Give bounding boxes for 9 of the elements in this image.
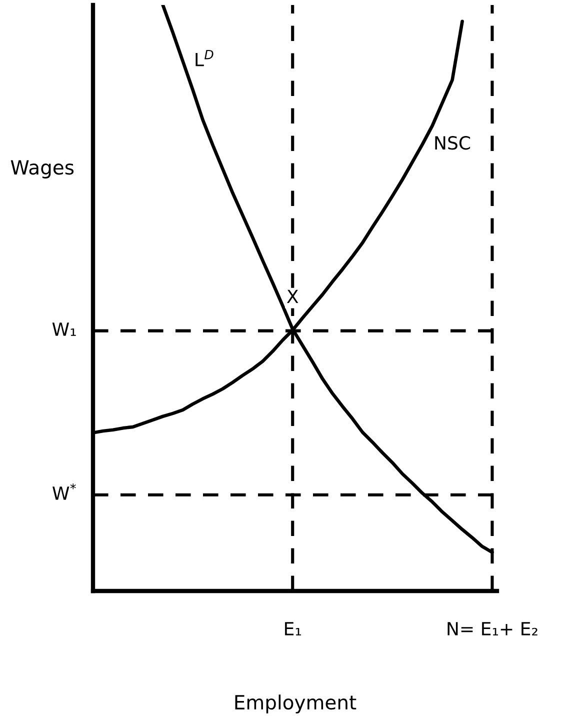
annotation: X — [286, 290, 298, 304]
ref-line-label: W$^{*}$ — [52, 483, 76, 500]
x-axis-title: Employment — [235, 694, 356, 714]
y-axis-title: Wages — [10, 160, 74, 178]
x-tick-label: N= E₁+ E₂ — [448, 622, 538, 636]
x-tick-label: E₁ — [285, 622, 301, 636]
ref-line-label: W₁ — [52, 322, 76, 336]
series-label: L$^{D}$ — [196, 50, 214, 66]
series-label: NSC — [435, 136, 470, 150]
